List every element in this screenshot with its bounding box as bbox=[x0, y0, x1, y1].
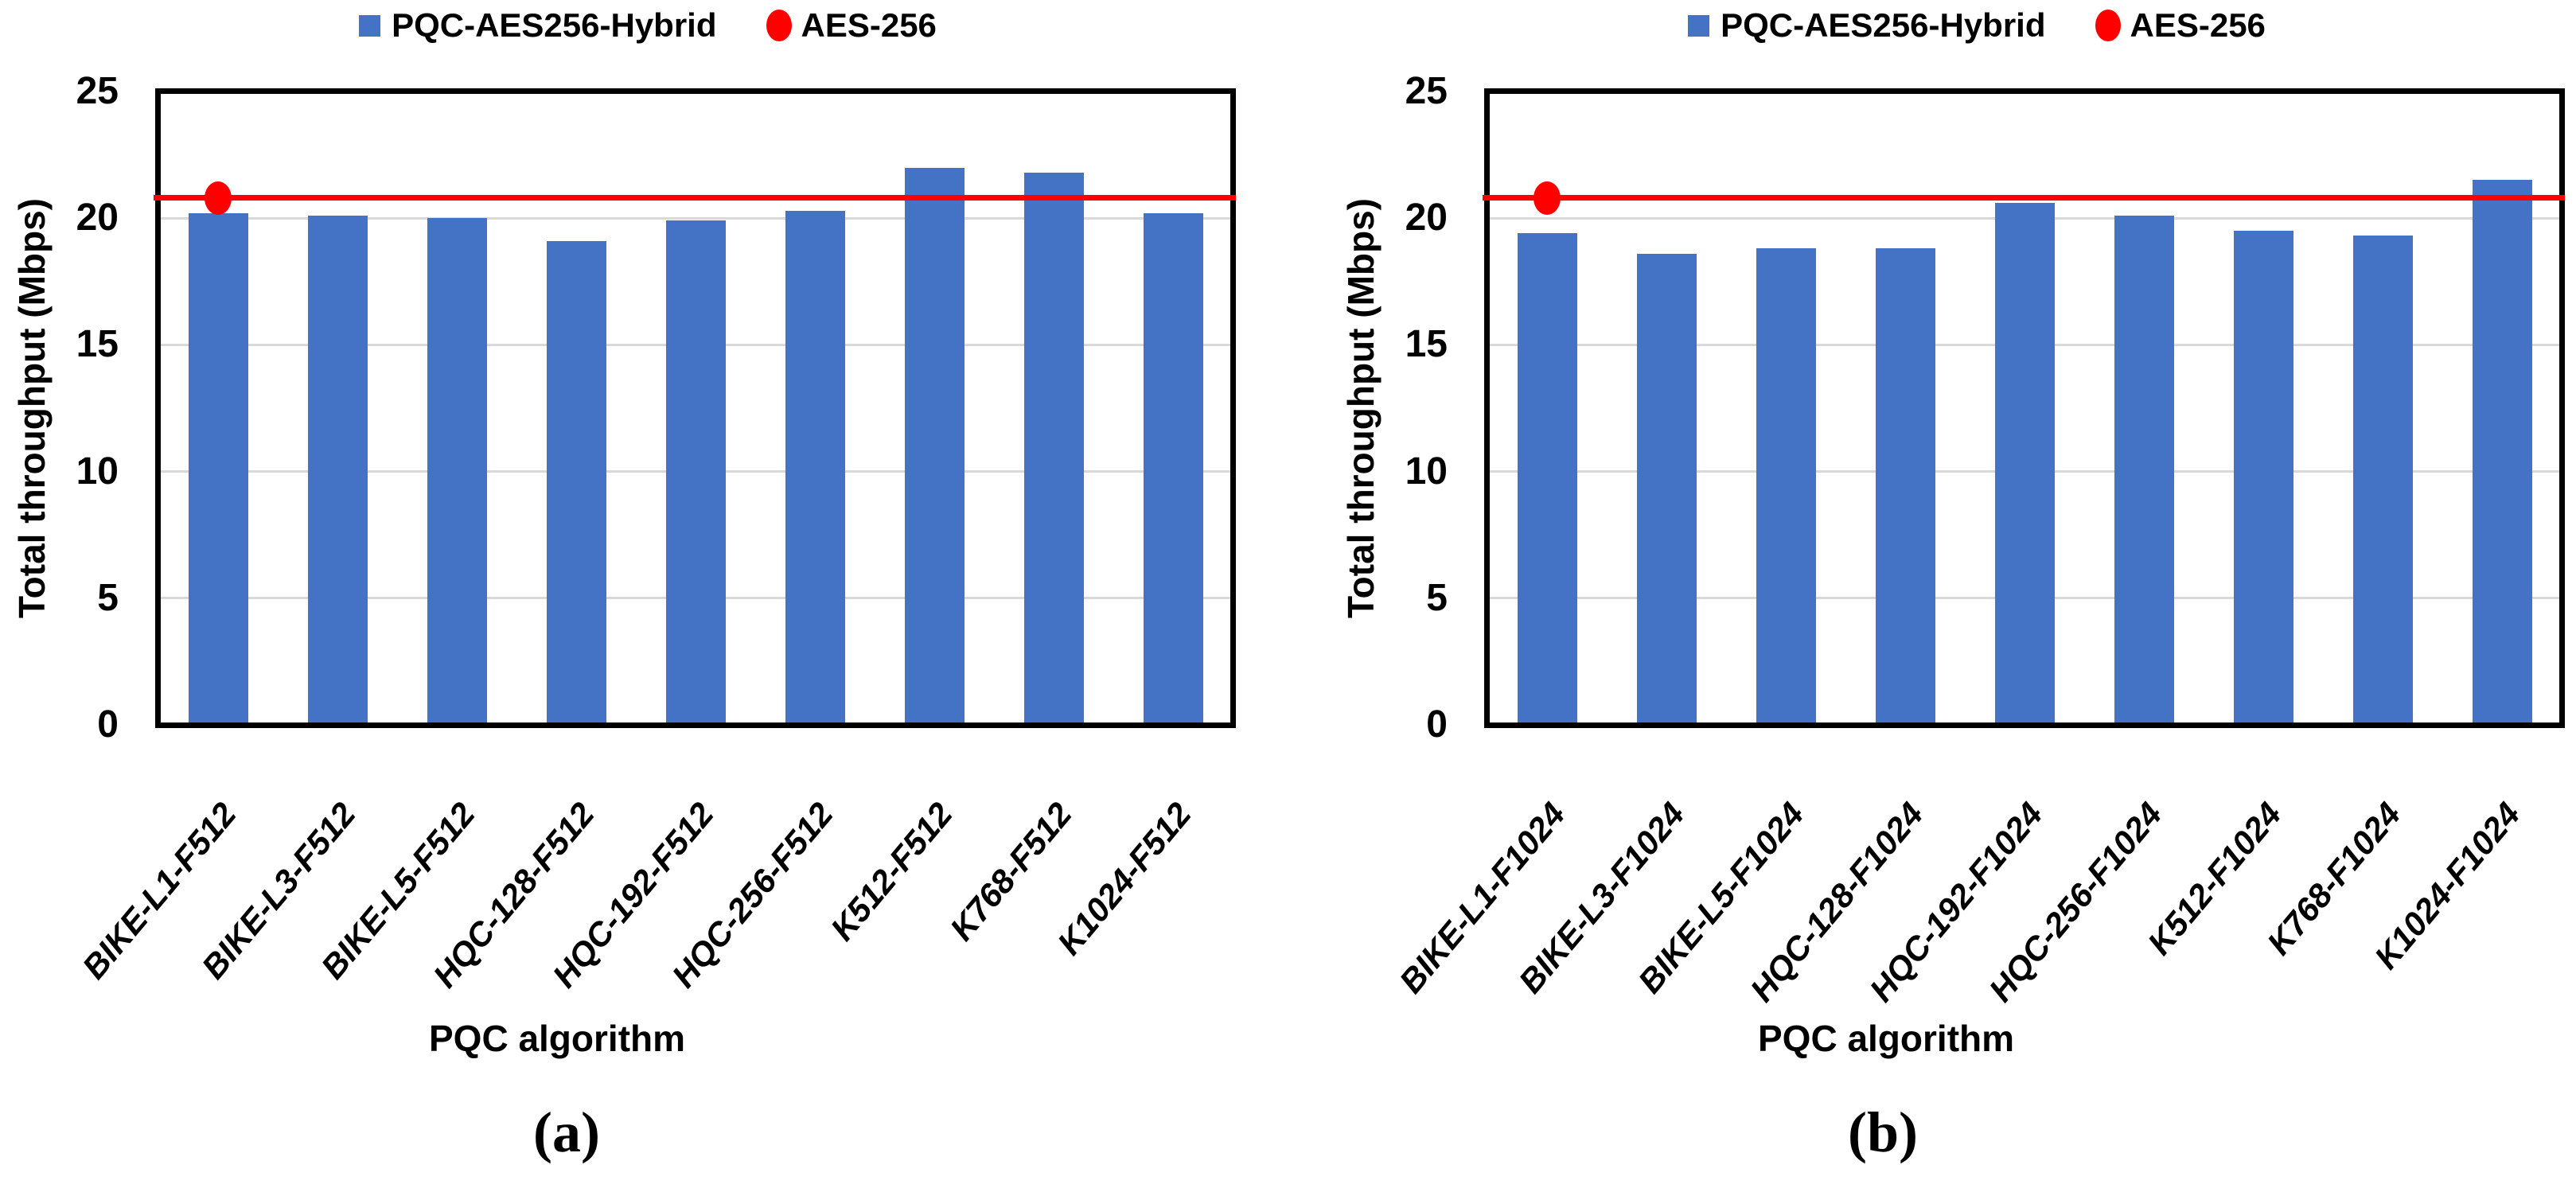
y-tick-label-0: 0 bbox=[97, 703, 119, 746]
y-tick-label-15: 15 bbox=[1405, 323, 1448, 366]
bar-K768-F1024 bbox=[2352, 236, 2413, 725]
bar-series-swatch-icon bbox=[359, 14, 381, 37]
aes256-marker-icon bbox=[205, 181, 232, 215]
plot-border-bottom bbox=[1484, 722, 2565, 728]
y-tick-label-5: 5 bbox=[97, 576, 119, 619]
legend-b: PQC-AES256-Hybrid AES-256 bbox=[1499, 5, 2454, 46]
bar-K1024-F1024 bbox=[2472, 180, 2532, 725]
bar-HQC-256-F1024 bbox=[2114, 216, 2174, 725]
line-series-marker-icon bbox=[766, 10, 792, 41]
plot-border-right bbox=[1230, 88, 1236, 728]
bar-K1024-F512 bbox=[1143, 212, 1203, 725]
plot-border-left bbox=[1484, 88, 1490, 728]
y-tick-label-20: 20 bbox=[76, 197, 119, 240]
bar-BIKE-L1-F1024 bbox=[1517, 233, 1577, 725]
bar-BIKE-L1-F512 bbox=[188, 212, 248, 725]
y-tick-label-10: 10 bbox=[76, 450, 119, 493]
plot-area-a bbox=[154, 88, 1236, 728]
legend-a: PQC-AES256-Hybrid AES-256 bbox=[170, 5, 1125, 46]
legend-label-aes: AES-256 bbox=[2130, 6, 2266, 44]
y-axis-title: Total throughput (Mbps) bbox=[1340, 198, 1382, 618]
aes256-reference-line bbox=[154, 195, 1236, 201]
y-tick-label-0: 0 bbox=[1426, 703, 1448, 746]
y-tick-label-15: 15 bbox=[76, 323, 119, 366]
bar-K768-F512 bbox=[1023, 172, 1084, 725]
bar-BIKE-L5-F512 bbox=[427, 218, 487, 725]
bar-series-swatch-icon bbox=[1688, 14, 1710, 37]
bar-BIKE-L3-F1024 bbox=[1636, 253, 1697, 725]
plot-border-right bbox=[2559, 88, 2565, 728]
legend-label-aes: AES-256 bbox=[801, 6, 937, 44]
y-tick-label-10: 10 bbox=[1405, 450, 1448, 493]
x-axis-title: PQC algorithm bbox=[1757, 1018, 2015, 1059]
y-tick-label-25: 25 bbox=[76, 70, 119, 112]
bar-K512-F512 bbox=[904, 167, 965, 725]
aes256-marker-icon bbox=[1534, 181, 1561, 215]
y-tick-label-20: 20 bbox=[1405, 197, 1448, 240]
legend-label-hybrid: PQC-AES256-Hybrid bbox=[392, 6, 717, 44]
plot-border-left bbox=[155, 88, 161, 728]
plot-border-top bbox=[1484, 88, 2565, 94]
bar-HQC-192-F1024 bbox=[1994, 203, 2055, 725]
aes256-reference-line bbox=[1483, 195, 2565, 201]
bar-HQC-128-F1024 bbox=[1875, 248, 1935, 725]
bar-BIKE-L5-F1024 bbox=[1756, 248, 1816, 725]
x-axis-title: PQC algorithm bbox=[428, 1018, 686, 1059]
bar-HQC-192-F512 bbox=[665, 220, 726, 725]
bar-BIKE-L3-F512 bbox=[307, 216, 368, 725]
bar-K512-F1024 bbox=[2233, 231, 2293, 725]
subfigure-caption: (b) bbox=[1848, 1100, 1918, 1164]
subfigure-caption: (a) bbox=[533, 1100, 600, 1164]
plot-area-b bbox=[1483, 88, 2565, 728]
y-tick-label-25: 25 bbox=[1405, 70, 1448, 112]
legend-label-hybrid: PQC-AES256-Hybrid bbox=[1721, 6, 2046, 44]
line-series-marker-icon bbox=[2095, 10, 2121, 41]
y-axis-title: Total throughput (Mbps) bbox=[11, 198, 53, 618]
gridline bbox=[158, 216, 1233, 220]
bar-HQC-128-F512 bbox=[546, 240, 606, 725]
bar-HQC-256-F512 bbox=[785, 210, 845, 725]
plot-border-bottom bbox=[155, 722, 1236, 728]
plot-border-top bbox=[155, 88, 1236, 94]
y-tick-label-5: 5 bbox=[1426, 576, 1448, 619]
